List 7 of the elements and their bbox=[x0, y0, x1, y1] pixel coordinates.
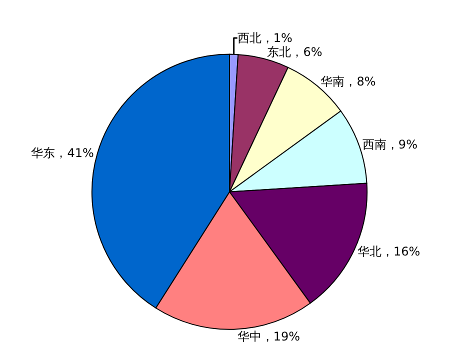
slice-label: 东北，6% bbox=[267, 45, 322, 60]
slice-label: 华南，8% bbox=[320, 74, 376, 89]
slice-label: 华中，19% bbox=[237, 329, 300, 344]
slice-label: 西北，1% bbox=[237, 31, 292, 46]
slice-label: 华北，16% bbox=[357, 244, 420, 259]
slice-label: 华东，41% bbox=[31, 146, 94, 160]
slice-label: 西南，9% bbox=[362, 137, 418, 152]
